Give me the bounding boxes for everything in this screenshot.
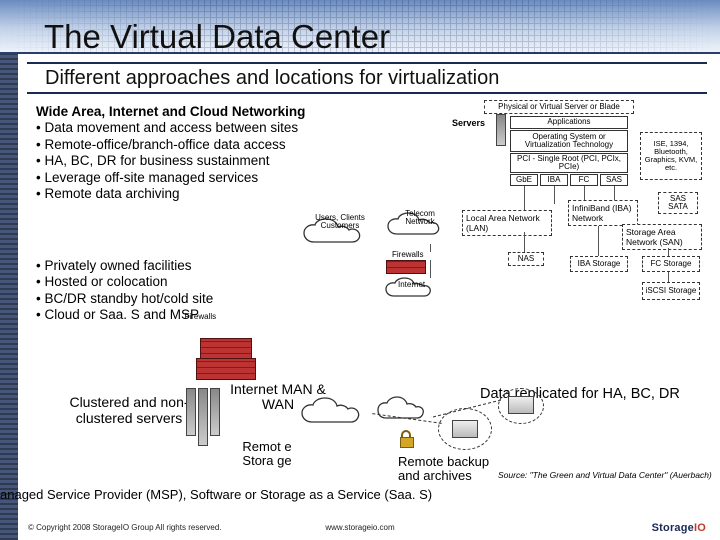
bullet-block-wan: Wide Area, Internet and Cloud Networking… xyxy=(36,104,366,203)
firewall-icon xyxy=(196,358,256,380)
san-box: Storage Area Network (SAN) xyxy=(622,224,702,250)
iba-network-box: InfiniBand (IBA) Network xyxy=(568,200,638,226)
block1-heading: Wide Area, Internet and Cloud Networking xyxy=(36,104,305,119)
left-accent-band xyxy=(0,0,18,540)
conn-line xyxy=(430,260,431,278)
page-subtitle: Different approaches and locations for v… xyxy=(45,67,499,90)
block2-item: • Privately owned facilities xyxy=(36,258,192,273)
block1-item: • HA, BC, DR for business sustainment xyxy=(36,153,270,168)
storage-drum-icon xyxy=(508,396,534,414)
iscsi-storage-box: iSCSI Storage xyxy=(642,282,700,300)
iba-storage-box: IBA Storage xyxy=(570,256,628,272)
block1-item: • Remote data archiving xyxy=(36,186,180,201)
block2-item: • Hosted or colocation xyxy=(36,274,168,289)
block1-item: • Remote-office/branch-office data acces… xyxy=(36,137,286,152)
conn-line xyxy=(554,186,555,204)
side-io-box: ISE, 1394, Bluetooth, Graphics, KVM, etc… xyxy=(640,132,702,180)
sas-sata-box: SAS SATA xyxy=(658,192,698,214)
server-blade-box: Physical or Virtual Server or Blade xyxy=(484,100,634,114)
fc-port: FC xyxy=(570,174,598,186)
iba-port: IBA xyxy=(540,174,568,186)
server-cluster-icon xyxy=(186,388,220,446)
architecture-diagram: Physical or Virtual Server or Blade Serv… xyxy=(400,100,708,360)
brand-part-a: Storage xyxy=(652,522,694,534)
os-virt-box: Operating System or Virtualization Techn… xyxy=(510,130,628,152)
source-citation: Source: "The Green and Virtual Data Cent… xyxy=(498,470,712,480)
lock-icon xyxy=(400,430,414,448)
firewalls-label-inline: Firewalls xyxy=(185,312,217,321)
conn-line xyxy=(524,232,525,252)
telecom-cloud-label: Telecom Network xyxy=(390,210,450,227)
remote-backup-label: Remote backup and archives xyxy=(398,455,508,482)
remote-storage-label: Remot e Stora ge xyxy=(232,440,302,467)
block2-item: • BC/DR standby hot/cold site xyxy=(36,291,213,306)
servers-label: Servers xyxy=(450,118,487,128)
brand-part-b: IO xyxy=(694,522,706,534)
applications-box: Applications xyxy=(510,116,628,129)
footer-brand: StorageIO xyxy=(652,522,706,534)
clustered-servers-label: Clustered and non-clustered servers xyxy=(64,394,194,426)
conn-line xyxy=(614,186,615,200)
lan-box: Local Area Network (LAN) xyxy=(462,210,552,236)
storage-drum-icon xyxy=(452,420,478,438)
fc-storage-box: FC Storage xyxy=(642,256,700,272)
conn-line xyxy=(668,272,669,282)
pci-box: PCI - Single Root (PCI, PCIx, PCIe) xyxy=(510,153,628,173)
slide-root: { "title": "The Virtual Data Center", "s… xyxy=(0,0,720,540)
conn-line xyxy=(598,226,599,256)
subtitle-bar: Different approaches and locations for v… xyxy=(27,62,707,94)
server-towers-icon xyxy=(496,114,506,146)
gbe-port: GbE xyxy=(510,174,538,186)
msp-saas-line: anaged Service Provider (MSP), Software … xyxy=(0,487,720,502)
block2-item: • Cloud or Saa. S and MSP xyxy=(36,307,199,322)
conn-line xyxy=(430,244,431,252)
firewall-icon xyxy=(200,338,252,360)
sas-port: SAS xyxy=(600,174,628,186)
internet-cloud-label: Internet xyxy=(396,280,427,289)
block1-item: • Leverage off-site managed services xyxy=(36,170,258,185)
man-wan-cloud-icon xyxy=(300,396,374,430)
footer-url: www.storageio.com xyxy=(0,523,720,532)
firewalls-label: Firewalls xyxy=(390,250,426,259)
bullet-block-facilities: • Privately owned facilities • Hosted or… xyxy=(36,258,296,324)
users-cloud-label: Users, Clients Customers xyxy=(304,214,376,231)
nas-box: NAS xyxy=(508,252,544,266)
block1-item: • Data movement and access between sites xyxy=(36,120,298,135)
firewall-icon xyxy=(386,260,426,274)
conn-line xyxy=(524,186,525,210)
conn-line xyxy=(668,248,669,256)
page-title: The Virtual Data Center xyxy=(44,18,390,56)
